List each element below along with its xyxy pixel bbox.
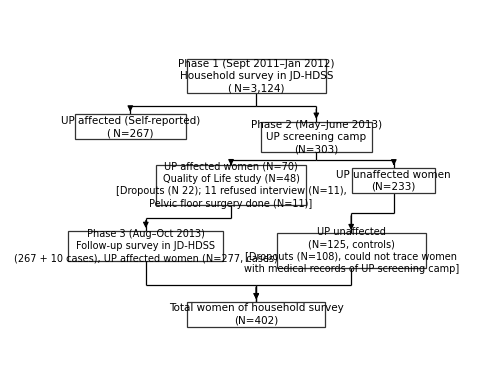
Text: UP unaffected women
(N=233): UP unaffected women (N=233) xyxy=(336,169,451,192)
FancyBboxPatch shape xyxy=(75,115,186,139)
Text: Total women of household survey
(N=402): Total women of household survey (N=402) xyxy=(169,304,344,326)
FancyBboxPatch shape xyxy=(276,233,426,268)
Text: UP unaffected
(N=125, controls)
[Dropouts (N=108), could not trace women
with me: UP unaffected (N=125, controls) [Dropout… xyxy=(244,227,459,274)
FancyBboxPatch shape xyxy=(188,302,325,327)
FancyBboxPatch shape xyxy=(186,59,326,93)
Text: Phase 3 (Aug–Oct 2013)
Follow-up survey in JD-HDSS
(267 + 10 cases), UP affected: Phase 3 (Aug–Oct 2013) Follow-up survey … xyxy=(14,229,278,263)
FancyBboxPatch shape xyxy=(261,122,372,152)
FancyBboxPatch shape xyxy=(156,166,306,205)
FancyBboxPatch shape xyxy=(352,168,436,193)
Text: Phase 2 (May–June 2013)
UP screening camp
(N=303): Phase 2 (May–June 2013) UP screening cam… xyxy=(251,120,382,155)
FancyBboxPatch shape xyxy=(68,231,224,262)
Text: Phase 1 (Sept 2011–Jan 2012)
Household survey in JD-HDSS
( N=3,124): Phase 1 (Sept 2011–Jan 2012) Household s… xyxy=(178,59,334,93)
Text: UP affected (Self-reported)
( N=267): UP affected (Self-reported) ( N=267) xyxy=(60,116,200,138)
Text: UP affected women (N=70)
Quality of Life study (N=48)
[Dropouts (N 22); 11 refus: UP affected women (N=70) Quality of Life… xyxy=(116,161,346,209)
